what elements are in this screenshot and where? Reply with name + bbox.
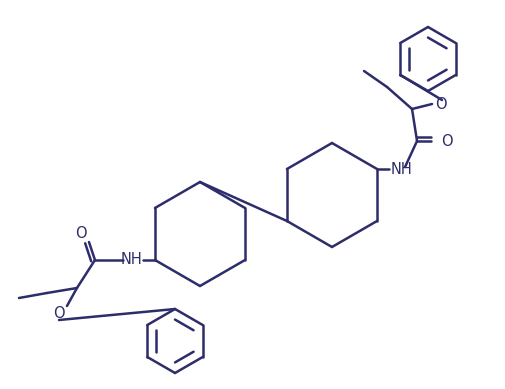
Text: O: O: [53, 307, 65, 321]
Text: O: O: [440, 133, 452, 149]
Text: NH: NH: [390, 161, 412, 177]
Text: O: O: [75, 226, 87, 240]
Text: O: O: [434, 96, 446, 112]
Text: NH: NH: [121, 252, 142, 268]
